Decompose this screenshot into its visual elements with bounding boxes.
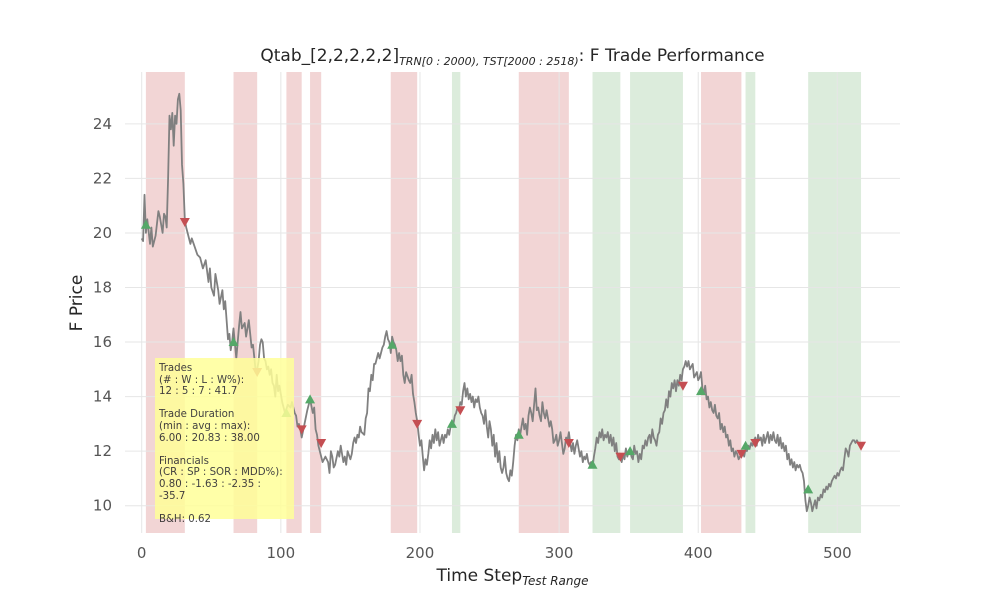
short-position-region bbox=[310, 72, 322, 533]
sell-marker bbox=[750, 438, 761, 448]
x-tick-label: 100 bbox=[267, 544, 296, 562]
short-position-region bbox=[390, 72, 418, 533]
x-tick-label: 200 bbox=[406, 544, 435, 562]
sell-marker bbox=[736, 449, 747, 459]
sell-marker bbox=[615, 452, 626, 462]
chart-title-subscript: TRN[0 : 2000), TST[2000 : 2518) bbox=[399, 55, 579, 68]
spacer bbox=[159, 502, 290, 514]
grid-lines bbox=[125, 72, 900, 533]
sell-marker bbox=[316, 438, 327, 448]
x-axis-label: Time StepTest Range bbox=[150, 566, 875, 588]
long-position-region bbox=[592, 72, 621, 533]
y-tick-label: 16 bbox=[93, 333, 112, 351]
buy-marker bbox=[228, 337, 239, 347]
x-tick-label: 500 bbox=[823, 544, 852, 562]
x-tick-label: 0 bbox=[137, 544, 147, 562]
buy-marker bbox=[513, 429, 524, 439]
y-tick-label: 12 bbox=[93, 442, 112, 460]
y-tick-labels: 10 12 14 16 18 20 22 24 bbox=[93, 115, 112, 515]
sell-marker bbox=[856, 441, 867, 451]
chart-title: Qtab_[2,2,2,2,2]TRN[0 : 2000), TST[2000 … bbox=[150, 46, 875, 68]
buy-marker bbox=[696, 386, 707, 396]
buy-and-hold: B&H: 0.62 bbox=[159, 513, 211, 525]
x-axis-label-subscript: Test Range bbox=[522, 574, 589, 588]
duration-header: (min : avg : max): bbox=[159, 420, 251, 432]
y-tick-label: 22 bbox=[93, 169, 112, 187]
x-tick-label: 300 bbox=[545, 544, 574, 562]
trades-title: Trades bbox=[159, 363, 193, 374]
buy-marker bbox=[740, 440, 751, 450]
trade-stats-box: Trades (# : W : L : W%): 12 : 5 : 7 : 41… bbox=[155, 358, 294, 525]
x-tick-label: 400 bbox=[684, 544, 713, 562]
financials-values: 0.80 : -1.63 : -2.35 : -35.7 bbox=[159, 478, 261, 502]
y-tick-label: 20 bbox=[93, 224, 112, 242]
sell-marker bbox=[677, 381, 688, 391]
y-tick-label: 14 bbox=[93, 388, 112, 406]
buy-marker bbox=[140, 219, 151, 229]
chart-title-suffix: : F Trade Performance bbox=[578, 46, 765, 66]
long-position-region bbox=[808, 72, 862, 533]
financials-title: Financials bbox=[159, 455, 209, 467]
duration-title: Trade Duration bbox=[159, 409, 235, 421]
spacer bbox=[159, 398, 290, 410]
buy-marker bbox=[803, 484, 814, 494]
short-position-region bbox=[701, 72, 742, 533]
long-position-region bbox=[451, 72, 461, 533]
buy-marker bbox=[387, 339, 398, 349]
sell-marker bbox=[563, 438, 574, 448]
sell-marker bbox=[296, 425, 307, 435]
sell-marker bbox=[412, 419, 423, 429]
x-tick-labels: 0 100 200 300 400 500 bbox=[137, 544, 852, 562]
y-tick-label: 24 bbox=[93, 115, 112, 133]
long-position-region bbox=[745, 72, 756, 533]
buy-marker bbox=[446, 418, 457, 428]
sell-marker bbox=[455, 406, 466, 416]
buy-marker bbox=[305, 394, 316, 404]
duration-values: 6.00 : 20.83 : 38.00 bbox=[159, 432, 260, 444]
chart-title-prefix: Qtab_[2,2,2,2,2] bbox=[260, 46, 400, 66]
trades-values: 12 : 5 : 7 : 41.7 bbox=[159, 386, 238, 398]
buy-marker bbox=[587, 459, 598, 469]
y-tick-label: 10 bbox=[93, 497, 112, 515]
financials-header: (CR : SP : SOR : MDD%): bbox=[159, 467, 283, 479]
long-position-region bbox=[630, 72, 683, 533]
spacer bbox=[159, 444, 290, 456]
trade-regions bbox=[145, 72, 862, 533]
y-axis-label: F Price bbox=[67, 274, 87, 332]
trade-markers bbox=[140, 218, 867, 494]
short-position-region bbox=[518, 72, 569, 533]
x-axis-label-main: Time Step bbox=[436, 566, 523, 586]
sell-marker bbox=[179, 218, 190, 228]
buy-marker bbox=[625, 446, 636, 456]
trades-header: (# : W : L : W%): bbox=[159, 374, 245, 386]
y-tick-label: 18 bbox=[93, 278, 112, 296]
